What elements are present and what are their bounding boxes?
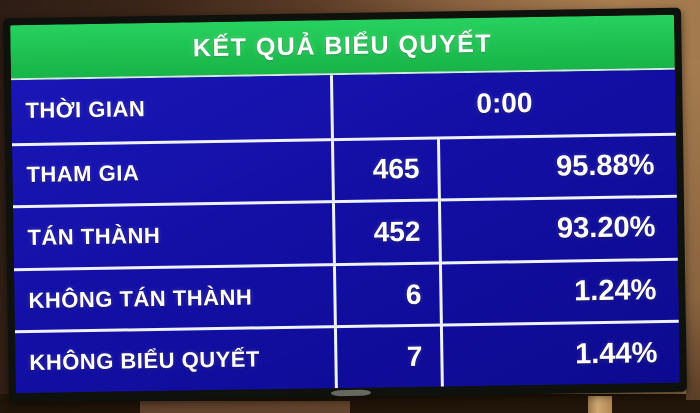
row-label-disapprove: KHÔNG TÁN THÀNH [13, 265, 337, 331]
table-row-abstain: KHÔNG BIỂU QUYẾT 7 1.44% [14, 320, 680, 394]
table-edge [140, 401, 350, 413]
table-row-time: THỜI GIAN 0:00 [10, 70, 676, 143]
row-label-time: THỜI GIAN [10, 75, 334, 143]
table-row-participants: THAM GIA 465 95.88% [11, 132, 677, 206]
display-monitor: KẾT QUẢ BIỂU QUYẾT THỜI GIAN 0:00 THAM G… [3, 7, 687, 403]
abstain-count: 7 [406, 340, 423, 373]
monitor-brand-logo-icon [330, 389, 371, 397]
disapprove-percent: 1.24% [438, 260, 679, 324]
results-table: THỜI GIAN 0:00 THAM GIA 465 95.88% TÁN T… [10, 69, 680, 394]
row-label-approve: TÁN THÀNH [13, 203, 336, 269]
time-value: 0:00 [476, 87, 533, 120]
participants-percent: 95.88% [436, 135, 677, 199]
participants-count: 465 [372, 153, 420, 185]
wood-pillar [588, 396, 612, 413]
abstain-percent: 1.44% [439, 323, 680, 387]
disapprove-count: 6 [405, 278, 422, 310]
row-label-participants: THAM GIA [12, 140, 335, 206]
voting-board-screen: KẾT QUẢ BIỂU QUYẾT THỜI GIAN 0:00 THAM G… [10, 14, 680, 394]
wall-strip [686, 60, 700, 400]
table-row-approve: TÁN THÀNH 452 93.20% [12, 194, 678, 269]
row-label-abstain: KHÔNG BIỂU QUYẾT [14, 328, 338, 394]
approve-percent: 93.20% [437, 197, 678, 262]
approve-count: 452 [373, 215, 421, 248]
table-row-disapprove: KHÔNG TÁN THÀNH 6 1.24% [13, 257, 679, 331]
